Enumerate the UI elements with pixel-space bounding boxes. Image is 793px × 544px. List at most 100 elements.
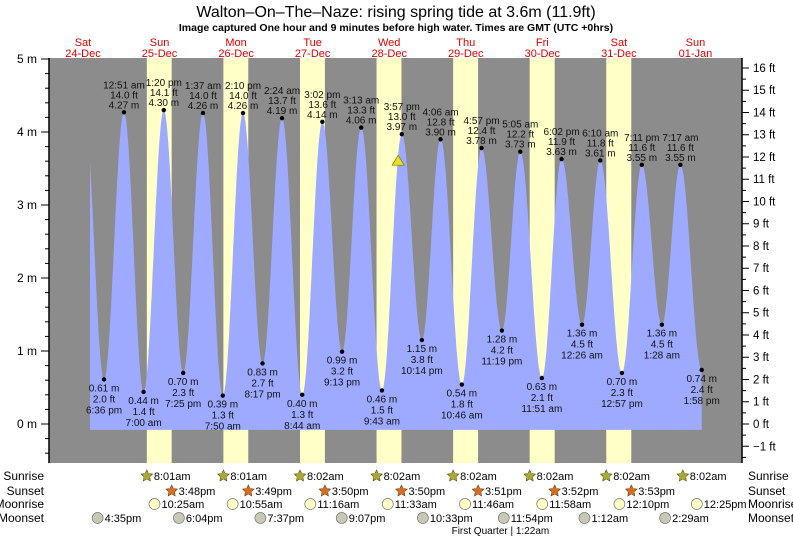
tide-time: 1:37 am bbox=[185, 81, 221, 92]
high-tide-point bbox=[121, 110, 127, 115]
tide-height-m: 0.74 m bbox=[686, 374, 717, 385]
right-tick-label: 14 ft bbox=[753, 107, 776, 119]
tide-height-ft: 4.5 ft bbox=[571, 340, 593, 351]
tide-height-m: 0.99 m bbox=[327, 356, 358, 367]
left-tick-label: 5 m bbox=[17, 52, 37, 66]
moonrise-row-label-left: Moonrise bbox=[0, 497, 44, 511]
high-tide-point bbox=[559, 156, 564, 162]
low-tide-point bbox=[260, 361, 265, 366]
right-tick-label: −1 ft bbox=[753, 441, 777, 453]
moonrise-time: 12:25pm bbox=[704, 499, 747, 511]
sunset-star-center bbox=[321, 487, 329, 495]
moonset-time: 1:12am bbox=[591, 513, 628, 525]
tide-time: 7:00 am bbox=[126, 418, 162, 429]
low-tide-point bbox=[180, 370, 186, 376]
tide-time: 5:05 am bbox=[502, 120, 538, 131]
sunrise-star-center bbox=[679, 472, 687, 480]
tide-height-m: 1.28 m bbox=[487, 335, 518, 346]
tide-height-m: 3.55 m bbox=[665, 153, 696, 164]
tide-time: 10:46 am bbox=[441, 411, 483, 422]
tide-time: 11:51 am bbox=[521, 404, 562, 415]
day-name: Mon bbox=[225, 37, 246, 49]
moonrise-moon-icon bbox=[304, 498, 317, 510]
moonset-moon-icon bbox=[335, 512, 348, 524]
high-tide-point bbox=[320, 119, 325, 124]
right-tick-label: 11 ft bbox=[753, 174, 775, 186]
low-tide-point bbox=[141, 389, 146, 395]
low-tide-point bbox=[339, 349, 345, 354]
sunrise-star-center bbox=[526, 472, 534, 480]
chart-subtitle: Image captured One hour and 9 minutes be… bbox=[179, 22, 613, 34]
high-tide-point bbox=[678, 162, 683, 168]
tide-time: 1:58 pm bbox=[684, 396, 720, 407]
tide-time: 7:11 pm bbox=[624, 133, 659, 144]
tide-height-m: 4.26 m bbox=[228, 101, 259, 112]
moonrise-moon-icon bbox=[613, 498, 626, 510]
low-tide-point bbox=[619, 370, 625, 376]
right-tick-label: 6 ft bbox=[753, 285, 770, 297]
sunset-star-center bbox=[398, 487, 405, 495]
tide-height-ft: 12.8 ft bbox=[427, 117, 455, 128]
tide-height-m: 3.63 m bbox=[546, 147, 577, 158]
low-tide-point bbox=[101, 377, 107, 382]
tide-height-m: 1.36 m bbox=[647, 329, 678, 340]
day-name: Sun bbox=[150, 37, 170, 49]
tide-height-m: 1.36 m bbox=[567, 329, 598, 340]
moonset-moon-icon bbox=[497, 512, 510, 524]
high-tide-point bbox=[359, 125, 364, 130]
sunrise-time: 8:02am bbox=[460, 471, 497, 483]
high-tide-point bbox=[399, 131, 405, 137]
tide-height-ft: 11.9 ft bbox=[548, 137, 575, 148]
moon-phase-label: First Quarter | 1:22am bbox=[452, 526, 550, 537]
moonrise-moon-icon bbox=[536, 498, 549, 510]
tide-height-m: 3.73 m bbox=[505, 140, 536, 151]
moonrise-time: 11:33am bbox=[395, 499, 437, 511]
tide-height-m: 3.61 m bbox=[585, 148, 616, 159]
moonrise-time: 10:55am bbox=[240, 499, 283, 511]
tide-height-ft: 2.0 ft bbox=[93, 394, 115, 405]
tide-height-m: 4.14 m bbox=[307, 110, 338, 121]
tide-height-m: 0.46 m bbox=[367, 394, 398, 405]
left-tick-label: 4 m bbox=[17, 125, 37, 139]
sunset-star-center bbox=[244, 487, 252, 495]
tide-height-ft: 1.3 ft bbox=[212, 411, 234, 422]
tide-height-ft: 2.7 ft bbox=[251, 378, 273, 389]
tide-time: 12:51 am bbox=[103, 80, 145, 91]
tide-time: 11:19 pm bbox=[481, 357, 522, 368]
sunset-time: 3:49pm bbox=[255, 486, 292, 498]
high-tide-point bbox=[240, 110, 246, 116]
moonset-time: 11:54pm bbox=[511, 513, 553, 525]
sunset-time: 3:53pm bbox=[638, 486, 675, 498]
high-tide-point bbox=[279, 115, 285, 121]
tide-height-ft: 4.2 ft bbox=[491, 346, 513, 357]
sunset-star-center bbox=[551, 487, 559, 495]
tide-height-ft: 12.2 ft bbox=[506, 130, 534, 141]
sunrise-time: 8:01am bbox=[154, 471, 191, 483]
tide-height-ft: 12.4 ft bbox=[468, 126, 496, 137]
day-date: 25-Dec bbox=[142, 48, 178, 60]
moonset-moon-icon bbox=[91, 512, 104, 524]
sunset-time: 3:51pm bbox=[485, 486, 522, 498]
tide-height-m: 3.97 m bbox=[387, 122, 418, 133]
tide-height-ft: 11.6 ft bbox=[628, 143, 655, 154]
right-tick-label: 8 ft bbox=[753, 241, 770, 253]
high-tide-point bbox=[200, 110, 206, 116]
high-tide-point bbox=[161, 107, 166, 113]
sunrise-time: 8:02am bbox=[613, 471, 650, 483]
tide-height-ft: 11.8 ft bbox=[587, 138, 614, 149]
right-tick-label: 15 ft bbox=[753, 85, 776, 97]
right-tick-label: 5 ft bbox=[753, 308, 770, 320]
left-tick-label: 2 m bbox=[17, 271, 37, 285]
day-name: Wed bbox=[378, 37, 400, 49]
sunset-star-center bbox=[168, 487, 176, 495]
axes: 0 m 1 m 2 m 3 m 4 m 5 m −1 ft 0 ft 1 ft 2 ft 3 ft 4… bbox=[17, 52, 777, 463]
moonset-time: 4:35pm bbox=[105, 513, 142, 525]
tide-height-m: 0.83 m bbox=[247, 367, 278, 378]
high-tide-point bbox=[479, 145, 484, 151]
moonrise-time: 11:46am bbox=[472, 499, 514, 511]
day-date: 29-Dec bbox=[448, 48, 484, 60]
tide-height-m: 4.27 m bbox=[109, 100, 140, 111]
tide-time: 6:02 pm bbox=[544, 127, 580, 138]
right-tick-label: 3 ft bbox=[753, 352, 770, 364]
